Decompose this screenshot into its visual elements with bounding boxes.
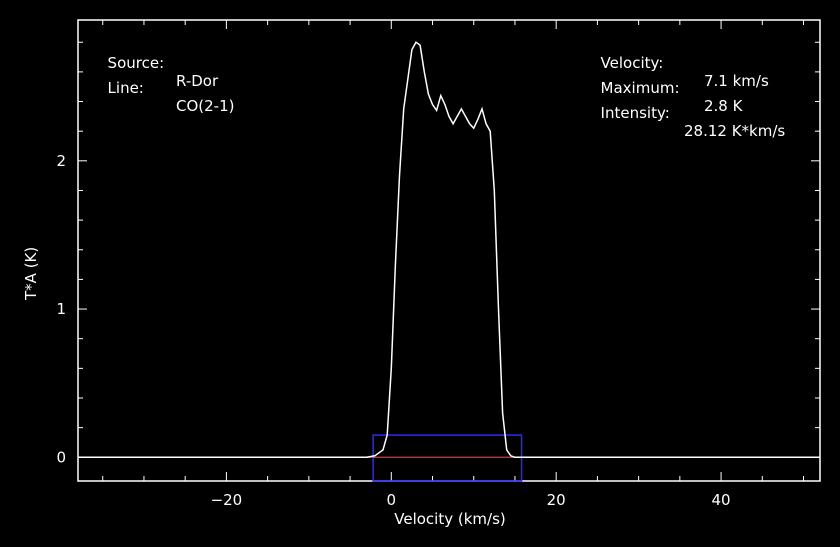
source-value: R-Dor — [176, 72, 219, 90]
source-info: Source: R-Dor — [98, 36, 219, 90]
integration-window — [372, 434, 523, 482]
x-tick-label: 20 — [547, 491, 566, 509]
maximum-info: Maximum: 2.8 K — [591, 61, 743, 115]
maximum-label: Maximum: — [600, 79, 680, 97]
intensity-label: Intensity: — [600, 104, 670, 122]
velocity-label: Velocity: — [600, 54, 664, 72]
y-axis-label: T*A (K) — [22, 246, 40, 300]
source-label: Source: — [107, 54, 165, 72]
x-tick-label: 0 — [387, 491, 397, 509]
velocity-info: Velocity: 7.1 km/s — [591, 36, 769, 90]
y-tick-label: 2 — [56, 152, 66, 170]
axis-tick-labels: −20 0 20 40 0 1 2 — [56, 152, 730, 509]
velocity-value: 7.1 km/s — [704, 72, 769, 90]
spectrum-line — [78, 41, 820, 459]
y-tick-label: 1 — [56, 300, 66, 318]
x-tick-label: 40 — [712, 491, 731, 509]
x-axis-label: Velocity (km/s) — [394, 510, 506, 528]
x-tick-label: −20 — [211, 491, 243, 509]
line-value: CO(2-1) — [176, 97, 235, 115]
intensity-info: Intensity: 28.12 K*km/s — [591, 86, 786, 140]
line-info: Line: CO(2-1) — [98, 61, 235, 115]
maximum-value: 2.8 K — [704, 97, 743, 115]
y-tick-label: 0 — [56, 448, 66, 466]
intensity-value: 28.12 K*km/s — [684, 122, 786, 140]
line-label: Line: — [107, 79, 144, 97]
